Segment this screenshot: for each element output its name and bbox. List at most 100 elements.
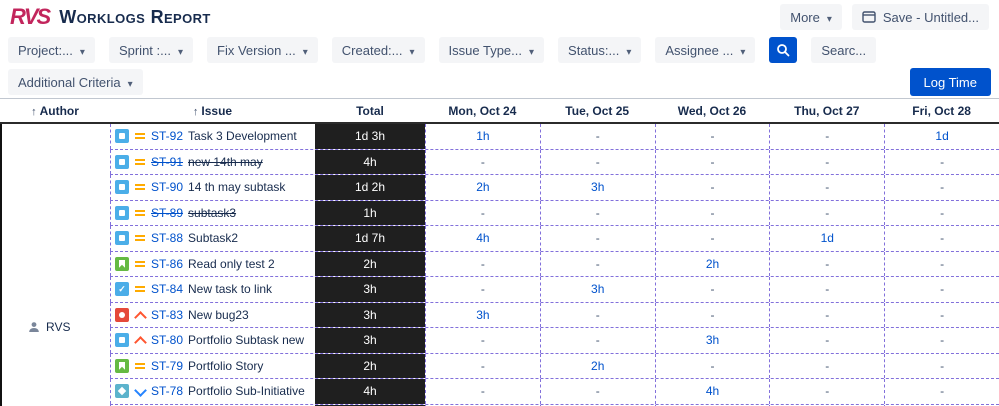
worklog-cell: 3h xyxy=(539,175,655,200)
filter-button[interactable]: Project:... xyxy=(8,37,95,63)
issue-text: ST-79 Portfolio Story xyxy=(151,359,263,373)
chevron-down-icon xyxy=(80,43,85,58)
subtask-type-icon xyxy=(115,333,129,348)
issue-key-link[interactable]: ST-84 xyxy=(151,282,184,297)
log-time-button[interactable]: Log Time xyxy=(909,68,991,96)
filter-button[interactable]: Sprint :... xyxy=(108,37,194,63)
filter-button[interactable]: Created:... xyxy=(331,37,425,63)
issue-cell: ST-86 Read only test 2 xyxy=(110,251,315,276)
worklog-link[interactable]: 3h xyxy=(705,333,720,348)
sub-initiative-type-icon xyxy=(115,384,129,399)
issue-key-link[interactable]: ST-88 xyxy=(151,231,184,246)
filter-button[interactable]: Status:... xyxy=(558,37,642,63)
worklog-link[interactable]: 2h xyxy=(591,358,605,373)
issue-key-link[interactable]: ST-86 xyxy=(151,256,184,271)
save-button-label: Save - Untitled... xyxy=(882,9,979,25)
save-button[interactable]: Save - Untitled... xyxy=(851,4,989,30)
worklog-empty: - xyxy=(940,384,945,399)
worklog-empty: - xyxy=(940,282,945,297)
medium-priority-icon xyxy=(134,130,146,142)
issue-key-link[interactable]: ST-90 xyxy=(151,180,184,195)
issue-key-link[interactable]: ST-91 xyxy=(151,154,184,169)
chevron-down-icon xyxy=(410,43,415,58)
worklog-link[interactable]: 1d xyxy=(935,129,949,144)
additional-criteria-button[interactable]: Additional Criteria xyxy=(8,69,143,95)
worklog-cell: - xyxy=(769,277,884,302)
worklog-link[interactable]: 1h xyxy=(476,129,490,144)
table-row xyxy=(110,404,999,406)
table-row: ST-89 subtask3 1h - - - - - xyxy=(110,200,999,226)
issue-key-link[interactable]: ST-83 xyxy=(151,307,184,322)
worklog-empty: - xyxy=(940,256,945,271)
total-column-label: Total xyxy=(356,103,384,118)
worklog-cell: - xyxy=(539,379,655,404)
issue-summary: Portfolio Subtask new xyxy=(188,333,305,348)
worklog-cell: 4h xyxy=(425,226,540,251)
worklog-link[interactable]: 1d xyxy=(820,231,834,246)
issue-cell: ST-91 new 14th may xyxy=(110,149,315,174)
user-icon xyxy=(28,321,40,333)
table-row: ST-78 Portfolio Sub-Initiative 4h - - 4h - - xyxy=(110,379,999,405)
filter-button-label: Status:... xyxy=(568,42,620,58)
worklog-cell: 1h xyxy=(425,124,540,149)
worklog-link[interactable]: 4h xyxy=(705,384,720,399)
filter-button[interactable]: Assignee ... xyxy=(655,37,756,63)
total-cell: 2h xyxy=(315,353,425,378)
worklog-cell: - xyxy=(769,353,884,378)
filter-button[interactable]: Issue Type... xyxy=(438,37,545,63)
worklog-cell: - xyxy=(539,302,655,327)
worklog-cell: - xyxy=(769,302,884,327)
total-cell: 3h xyxy=(315,302,425,327)
column-header-issue[interactable]: Issue xyxy=(110,104,315,118)
issue-summary: 14 th may subtask xyxy=(188,180,286,195)
rows: ST-92 Task 3 Development 1d 3h 1h - - - 1d S… xyxy=(110,124,999,406)
total-cell: 4h xyxy=(315,379,425,404)
worklog-empty: - xyxy=(595,384,600,399)
worklog-empty: - xyxy=(480,205,485,220)
worklog-link[interactable]: 2h xyxy=(476,180,490,195)
filter-bar: Project:... Sprint :... Fix Version ... … xyxy=(0,34,999,66)
column-header-day: Tue, Oct 25 xyxy=(565,103,630,118)
column-header-day: Wed, Oct 26 xyxy=(677,103,747,118)
worklog-link[interactable]: 4h xyxy=(476,231,490,246)
worklog-cell: - xyxy=(654,149,770,174)
worklog-empty: - xyxy=(940,307,945,322)
column-header-author[interactable]: Author xyxy=(0,104,110,118)
worklog-cell: - xyxy=(539,226,655,251)
worklog-empty: - xyxy=(595,333,600,348)
issue-key-link[interactable]: ST-89 xyxy=(151,205,184,220)
story-type-icon xyxy=(115,256,129,271)
table-row: ST-84 New task to link 3h - 3h - - - xyxy=(110,277,999,303)
worklog-link[interactable]: 3h xyxy=(591,180,605,195)
issue-key-link[interactable]: ST-79 xyxy=(151,358,184,373)
worklog-link[interactable]: 3h xyxy=(591,282,605,297)
total-cell: 1d 7h xyxy=(315,226,425,251)
issue-summary: Subtask2 xyxy=(188,231,239,246)
issue-text: ST-84 New task to link xyxy=(151,282,272,296)
issue-text: ST-78 Portfolio Sub-Initiative xyxy=(151,384,305,398)
worklog-empty: - xyxy=(940,205,945,220)
total-cell: 2h xyxy=(315,251,425,276)
issue-key-link[interactable]: ST-78 xyxy=(151,384,184,399)
issue-summary: New task to link xyxy=(188,282,273,297)
worklog-cell: 1d xyxy=(884,124,999,149)
worklog-empty: - xyxy=(825,384,830,399)
worklog-empty: - xyxy=(940,154,945,169)
issue-key-link[interactable]: ST-80 xyxy=(151,333,184,348)
worklog-empty: - xyxy=(825,307,830,322)
filter-button[interactable]: Fix Version ... xyxy=(207,37,318,63)
worklog-link[interactable]: 3h xyxy=(476,307,490,322)
issue-text: ST-86 Read only test 2 xyxy=(151,257,275,271)
total-value: 3h xyxy=(363,333,377,348)
worklog-empty: - xyxy=(710,231,715,246)
worklog-link[interactable]: 2h xyxy=(705,256,720,271)
worklog-cell: - xyxy=(425,149,540,174)
search-text-filter[interactable]: Searc... xyxy=(811,37,877,63)
chevron-down-icon xyxy=(827,10,832,25)
issue-key-link[interactable]: ST-92 xyxy=(151,129,184,144)
search-button[interactable] xyxy=(769,37,798,63)
more-button[interactable]: More xyxy=(780,4,842,30)
total-cell: 4h xyxy=(315,149,425,174)
worklog-empty: - xyxy=(940,231,945,246)
worklog-empty: - xyxy=(480,384,485,399)
